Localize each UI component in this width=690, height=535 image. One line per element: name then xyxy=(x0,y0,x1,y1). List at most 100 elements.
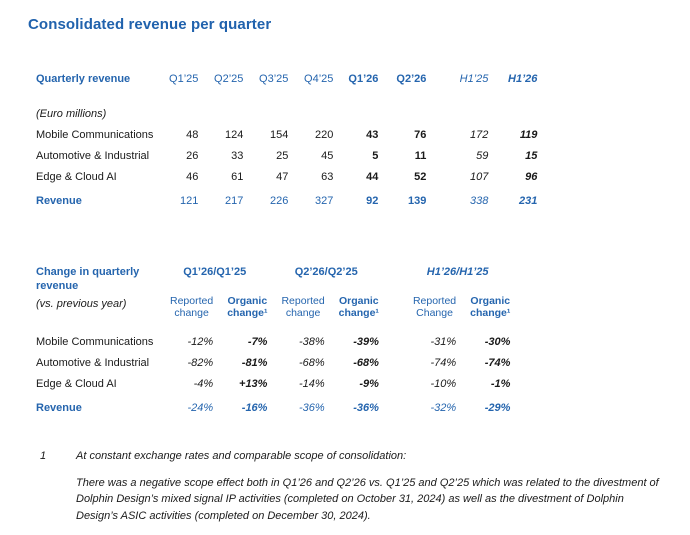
value-cell: 124 xyxy=(225,129,244,141)
spacer xyxy=(379,369,399,390)
value-cell: -38% xyxy=(298,336,325,348)
value-cell: 63 xyxy=(321,171,334,183)
value-cell: 15 xyxy=(525,150,538,162)
value-cell: 48 xyxy=(186,129,199,141)
table2-subtitle: (vs. previous year) xyxy=(36,298,127,310)
col-header: Q4’25 xyxy=(304,73,334,85)
sub-col-header: Reported change xyxy=(170,295,214,319)
table1-title: Quarterly revenue xyxy=(36,73,131,85)
col-header: Q1’26 xyxy=(348,73,379,85)
value-cell: 119 xyxy=(519,129,538,141)
value-cell: -12% xyxy=(187,336,214,348)
value-cell: 61 xyxy=(231,171,244,183)
footnote-paragraph: There was a negative scope effect both i… xyxy=(76,476,659,522)
sub-col-header: Reported change xyxy=(281,295,325,319)
table-row: Edge & Cloud AI -4% +13% -14% -9% -10% -… xyxy=(36,369,510,390)
footnote-line1: At constant exchange rates and comparabl… xyxy=(76,450,407,462)
value-cell: -68% xyxy=(298,357,325,369)
table1-subtitle: (Euro millions) xyxy=(36,108,107,120)
group-header: H1’26/H1’25 xyxy=(426,266,489,278)
group-header: Q1’26/Q1’25 xyxy=(183,266,247,278)
table-row: Automotive & Industrial 26 33 25 45 5 11… xyxy=(36,141,537,162)
footnote: 1 At constant exchange rates and compara… xyxy=(40,448,662,524)
col-header: H1’26 xyxy=(508,73,538,85)
col-header: Q2’25 xyxy=(214,73,244,85)
value-cell: 139 xyxy=(408,195,427,207)
sub-col-header: Reported Change xyxy=(412,295,457,319)
value-cell: 172 xyxy=(470,129,489,141)
col-header: Q3’25 xyxy=(259,73,289,85)
row-label: Mobile Communications xyxy=(36,129,154,141)
value-cell: -30% xyxy=(484,336,511,348)
value-cell: 46 xyxy=(186,171,199,183)
spacer xyxy=(379,293,399,319)
value-cell: -10% xyxy=(430,378,457,390)
revenue-total-row: Revenue 121 217 226 327 92 139 338 231 xyxy=(36,183,537,207)
table1-subtitle-row: (Euro millions) xyxy=(36,99,537,120)
row-label: Revenue xyxy=(36,195,82,207)
value-cell: -24% xyxy=(187,402,214,414)
value-cell: 47 xyxy=(276,171,289,183)
value-cell: 59 xyxy=(476,150,489,162)
value-cell: 107 xyxy=(470,171,489,183)
value-cell: -16% xyxy=(241,402,268,414)
page-title: Consolidated revenue per quarter xyxy=(28,16,272,33)
spacer xyxy=(426,141,439,162)
value-cell: -4% xyxy=(193,378,214,390)
sub-col-header: Organic change¹ xyxy=(470,295,511,319)
sub-col-header: Organic change¹ xyxy=(338,295,379,319)
spacer xyxy=(379,319,399,348)
quarterly-revenue-table: Quarterly revenue Q1’25 Q2’25 Q3’25 Q4’2… xyxy=(36,72,537,207)
value-cell: 25 xyxy=(276,150,289,162)
col-header: Q2’26 xyxy=(396,73,427,85)
value-cell: -31% xyxy=(430,336,457,348)
row-label: Mobile Communications xyxy=(36,336,154,348)
value-cell: 43 xyxy=(366,129,379,141)
col-header: Q1’25 xyxy=(169,73,199,85)
value-cell: -29% xyxy=(484,402,511,414)
group-header: Q2’26/Q2’25 xyxy=(294,266,358,278)
row-label: Automotive & Industrial xyxy=(36,150,150,162)
value-cell: 11 xyxy=(414,150,427,162)
value-cell: -36% xyxy=(353,402,379,414)
table-row: Mobile Communications -12% -7% -38% -39%… xyxy=(36,319,510,348)
table1-header-row: Quarterly revenue Q1’25 Q2’25 Q3’25 Q4’2… xyxy=(36,72,537,99)
spacer xyxy=(379,390,399,414)
row-label: Automotive & Industrial xyxy=(36,357,150,369)
value-cell: 338 xyxy=(470,195,489,207)
value-cell: 96 xyxy=(525,171,538,183)
table2-sub-header-row: (vs. previous year) Reported change Orga… xyxy=(36,293,510,319)
spacer xyxy=(426,72,439,99)
value-cell: -82% xyxy=(187,357,214,369)
value-cell: 226 xyxy=(270,195,289,207)
value-cell: 231 xyxy=(519,195,538,207)
table2-title: Change in quarterly revenue xyxy=(36,266,140,292)
value-cell: 52 xyxy=(414,171,427,183)
value-cell: -1% xyxy=(490,378,511,390)
value-cell: 26 xyxy=(186,150,199,162)
value-cell: -7% xyxy=(247,336,268,348)
revenue-total-row: Revenue -24% -16% -36% -36% -32% -29% xyxy=(36,390,510,414)
value-cell: 33 xyxy=(231,150,244,162)
value-cell: 220 xyxy=(315,129,334,141)
footnote-text: At constant exchange rates and comparabl… xyxy=(76,448,662,524)
value-cell: 44 xyxy=(366,171,379,183)
spacer xyxy=(426,183,439,207)
value-cell: -68% xyxy=(353,357,379,369)
value-cell: -74% xyxy=(484,357,511,369)
value-cell: 327 xyxy=(315,195,334,207)
spacer xyxy=(153,99,537,120)
value-cell: -32% xyxy=(430,402,457,414)
table2-group-header-row: Change in quarterly revenue Q1’26/Q1’25 … xyxy=(36,262,510,293)
spacer xyxy=(426,120,439,141)
value-cell: -39% xyxy=(353,336,379,348)
value-cell: -81% xyxy=(241,357,268,369)
value-cell: -14% xyxy=(298,378,325,390)
value-cell: -9% xyxy=(359,378,379,390)
value-cell: 217 xyxy=(225,195,244,207)
footnote-marker: 1 xyxy=(40,450,47,462)
row-label: Revenue xyxy=(36,402,82,414)
row-label: Edge & Cloud AI xyxy=(36,171,117,183)
table-row: Automotive & Industrial -82% -81% -68% -… xyxy=(36,348,510,369)
